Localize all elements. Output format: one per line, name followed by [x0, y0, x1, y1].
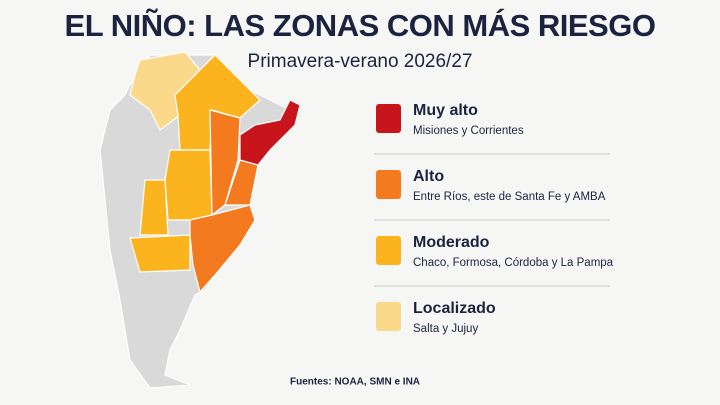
region-moderado [164, 149, 213, 221]
legend-description: Salta y Jujuy [413, 323, 478, 335]
legend-label: Alto [413, 168, 444, 185]
legend: Muy alto Misiones y Corrientes Alto Entre R… [374, 102, 614, 335]
legend-swatch [376, 170, 401, 199]
map [99, 51, 301, 389]
legend-label: Muy alto [413, 102, 478, 119]
source: Fuentes: NOAA, SMN e INA [290, 377, 420, 388]
region-moderado [129, 234, 191, 273]
region-alto [189, 204, 256, 294]
title: EL NIÑO: LAS ZONAS CON MÁS RIESGO [65, 8, 656, 43]
region-alto [209, 109, 241, 217]
legend-description: Misiones y Corrientes [413, 125, 524, 137]
region-moderado [139, 179, 169, 236]
legend-swatch [376, 104, 401, 133]
subtitle: Primavera-verano 2026/27 [248, 51, 473, 72]
legend-swatch [376, 236, 401, 265]
legend-swatch [376, 302, 401, 331]
legend-label: Localizado [413, 300, 496, 317]
region-localizado [129, 51, 201, 131]
region-muy-alto [239, 99, 301, 166]
legend-label: Moderado [413, 234, 490, 251]
legend-description: Entre Ríos, este de Santa Fe y AMBA [413, 191, 606, 203]
legend-description: Chaco, Formosa, Córdoba y La Pampa [413, 257, 614, 269]
